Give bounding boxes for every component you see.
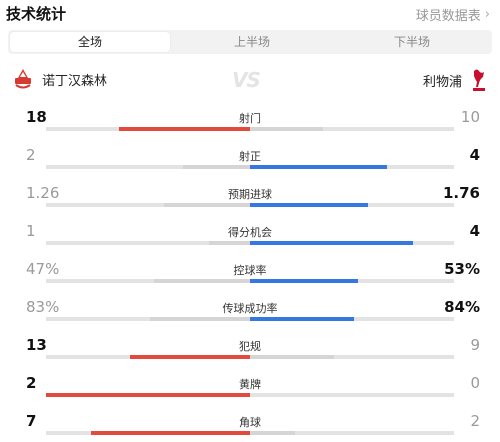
home-bar bbox=[46, 393, 250, 397]
away-bar bbox=[250, 203, 368, 207]
home-bar-track bbox=[46, 241, 250, 245]
home-bar bbox=[119, 127, 250, 131]
home-stat-value: 1.26 bbox=[26, 184, 60, 202]
home-bar-track bbox=[46, 203, 250, 207]
home-bar bbox=[154, 279, 250, 283]
teams-row: 诺丁汉森林 VS 利物浦 bbox=[0, 64, 500, 94]
away-bar-track bbox=[250, 165, 454, 169]
away-stat-value: 9 bbox=[470, 336, 480, 354]
stat-row: 2 黄牌 0 bbox=[0, 374, 500, 404]
away-bar bbox=[250, 279, 358, 283]
tab-full-match[interactable]: 全场 bbox=[10, 32, 170, 52]
stat-label: 射门 bbox=[239, 112, 261, 125]
stat-row: 83% 传球成功率 84% bbox=[0, 298, 500, 328]
home-bar bbox=[209, 241, 250, 245]
home-stat-value: 1 bbox=[26, 222, 36, 240]
away-bar-track bbox=[250, 241, 454, 245]
tab-second-half[interactable]: 下半场 bbox=[393, 35, 430, 49]
tab-first-half[interactable]: 上半场 bbox=[233, 35, 270, 49]
away-bar bbox=[250, 127, 323, 131]
liverpool-logo-icon bbox=[473, 69, 485, 91]
stat-row: 2 射正 4 bbox=[0, 146, 500, 176]
home-bar-track bbox=[46, 279, 250, 283]
home-stat-value: 2 bbox=[26, 146, 36, 164]
home-bar bbox=[150, 317, 250, 321]
away-bar-track bbox=[250, 203, 454, 207]
home-stat-value: 83% bbox=[26, 298, 60, 316]
away-bar-track bbox=[250, 355, 454, 359]
section-title: 技术统计 bbox=[6, 5, 67, 23]
stat-label: 得分机会 bbox=[228, 226, 272, 239]
home-bar-track bbox=[46, 127, 250, 131]
home-stat-value: 7 bbox=[26, 412, 37, 430]
stat-row: 47% 控球率 53% bbox=[0, 260, 500, 290]
home-bar-track bbox=[46, 393, 250, 397]
stat-row: 1 得分机会 4 bbox=[0, 222, 500, 252]
away-bar bbox=[250, 241, 413, 245]
stat-label: 传球成功率 bbox=[222, 302, 278, 315]
period-tabs: 全场 上半场 下半场 bbox=[8, 30, 492, 54]
home-bar bbox=[130, 355, 250, 359]
stat-label: 黄牌 bbox=[239, 378, 261, 391]
away-bar-track bbox=[250, 279, 454, 283]
away-team: 利物浦 bbox=[423, 68, 488, 92]
home-bar bbox=[164, 203, 250, 207]
away-stat-value: 0 bbox=[470, 374, 480, 392]
away-team-name: 利物浦 bbox=[422, 74, 462, 90]
away-bar-track bbox=[250, 431, 454, 435]
stat-label: 犯规 bbox=[239, 340, 261, 353]
stat-label: 角球 bbox=[239, 416, 261, 429]
stat-row: 7 角球 2 bbox=[0, 412, 500, 442]
away-stat-value: 10 bbox=[460, 108, 480, 126]
away-bar bbox=[250, 317, 354, 321]
home-team-name: 诺丁汉森林 bbox=[42, 73, 108, 89]
home-bar-track bbox=[46, 165, 250, 169]
stat-row: 1.26 预期进球 1.76 bbox=[0, 184, 500, 214]
home-bar-track bbox=[46, 431, 250, 435]
away-bar bbox=[250, 431, 295, 435]
away-bar-track bbox=[250, 127, 454, 131]
vs-label: VS bbox=[232, 68, 261, 92]
home-bar bbox=[91, 431, 250, 435]
away-stat-value: 84% bbox=[444, 298, 480, 316]
home-bar-track bbox=[46, 355, 250, 359]
stat-row: 13 犯规 9 bbox=[0, 336, 500, 366]
home-bar bbox=[183, 165, 250, 169]
player-stats-link[interactable]: 球员数据表 › bbox=[416, 5, 490, 24]
stat-label: 控球率 bbox=[233, 264, 267, 277]
player-stats-link-label: 球员数据表 bbox=[415, 9, 481, 24]
stats-header: 技术统计 球员数据表 › bbox=[0, 0, 500, 26]
home-team: 诺丁汉森林 bbox=[14, 68, 107, 90]
away-bar-track bbox=[250, 317, 454, 321]
stat-label: 预期进球 bbox=[228, 188, 272, 201]
away-bar bbox=[250, 355, 334, 359]
away-stat-value: 53% bbox=[444, 260, 480, 278]
away-bar bbox=[250, 165, 387, 169]
home-bar-track bbox=[46, 317, 250, 321]
away-stat-value: 4 bbox=[469, 222, 480, 240]
stat-row: 18 射门 10 bbox=[0, 108, 500, 138]
home-stat-value: 2 bbox=[26, 374, 37, 392]
away-stat-value: 2 bbox=[470, 412, 480, 430]
away-bar-track bbox=[250, 393, 454, 397]
chevron-right-icon: › bbox=[484, 7, 490, 22]
away-stat-value: 4 bbox=[469, 146, 480, 164]
stat-label: 射正 bbox=[239, 150, 261, 163]
home-stat-value: 13 bbox=[26, 336, 47, 354]
away-stat-value: 1.76 bbox=[442, 184, 480, 202]
home-stat-value: 18 bbox=[26, 108, 47, 126]
nottingham-forest-logo-icon bbox=[15, 69, 31, 89]
home-stat-value: 47% bbox=[26, 260, 60, 278]
